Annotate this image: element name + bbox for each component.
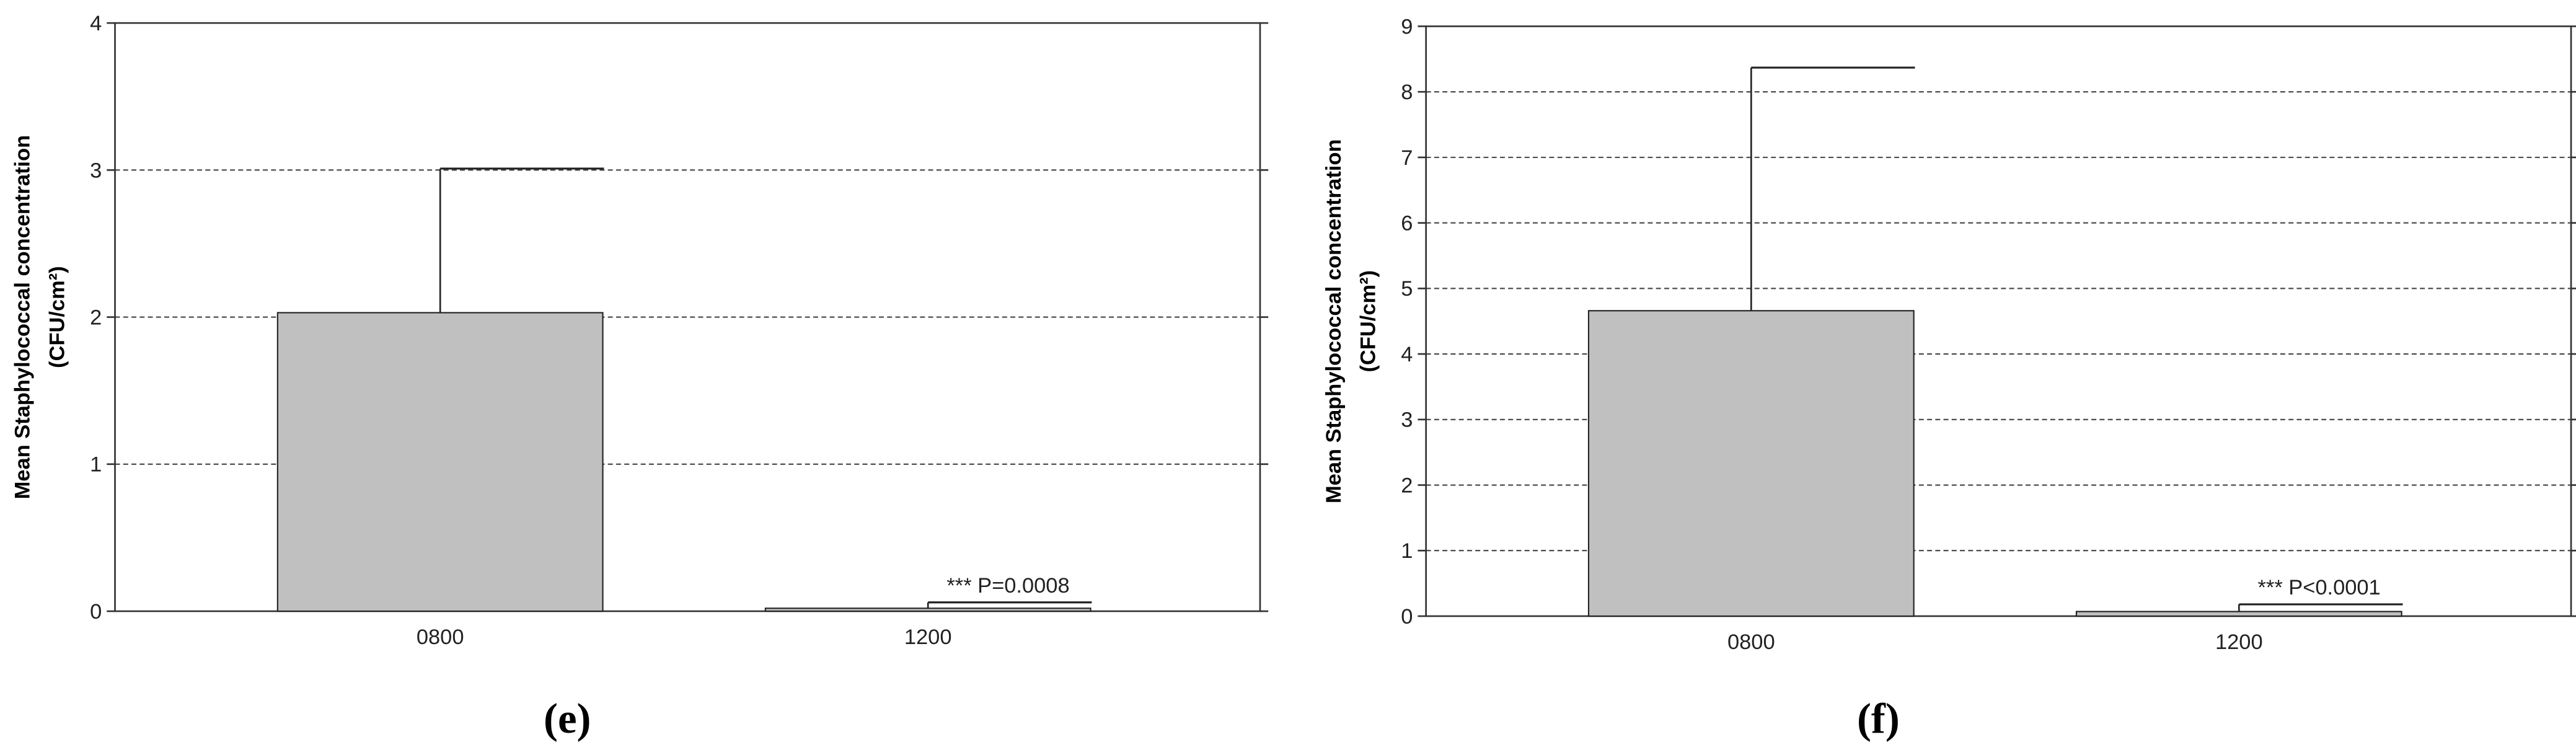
x-tick-label: 1200 (904, 625, 952, 649)
y-tick-label: 8 (1401, 81, 1413, 104)
y-axis-label: Mean Staphylococcal concentration (11, 135, 35, 499)
y-tick-label: 2 (90, 306, 102, 329)
y-tick-label: 0 (90, 600, 102, 624)
y-tick-label: 5 (1401, 277, 1413, 301)
y-tick-label: 1 (90, 453, 102, 477)
bar (764, 607, 1092, 612)
y-tick-label: 3 (90, 159, 102, 182)
y-tick-label: 9 (1401, 15, 1413, 38)
annotation: *** P=0.0008 (946, 574, 1069, 598)
y-tick-label: 4 (1401, 343, 1413, 366)
y-tick-label: 2 (1401, 474, 1413, 497)
x-tick-label: 0800 (417, 625, 464, 649)
y-tick-label: 7 (1401, 146, 1413, 170)
y-tick-label: 4 (90, 12, 102, 35)
plot-frame (114, 22, 1261, 612)
y-tick-label: 6 (1401, 212, 1413, 236)
bar (2075, 611, 2402, 617)
y-axis-label: Mean Staphylococcal concentration (1322, 139, 1346, 503)
y-axis-unit: (CFU/cm²) (1356, 270, 1380, 373)
bar (1587, 310, 1915, 617)
annotation: *** P<0.0001 (2258, 576, 2381, 599)
panel-label: (e) (544, 695, 591, 742)
y-tick-label: 0 (1401, 605, 1413, 629)
y-axis-unit: (CFU/cm²) (45, 266, 69, 368)
y-tick-label: 3 (1401, 409, 1413, 432)
x-tick-label: 1200 (2215, 630, 2263, 654)
bar (276, 312, 604, 612)
panel-label: (f) (1857, 695, 1900, 742)
x-tick-label: 0800 (1727, 630, 1775, 654)
plot-frame (1425, 25, 2572, 617)
y-tick-label: 1 (1401, 539, 1413, 563)
